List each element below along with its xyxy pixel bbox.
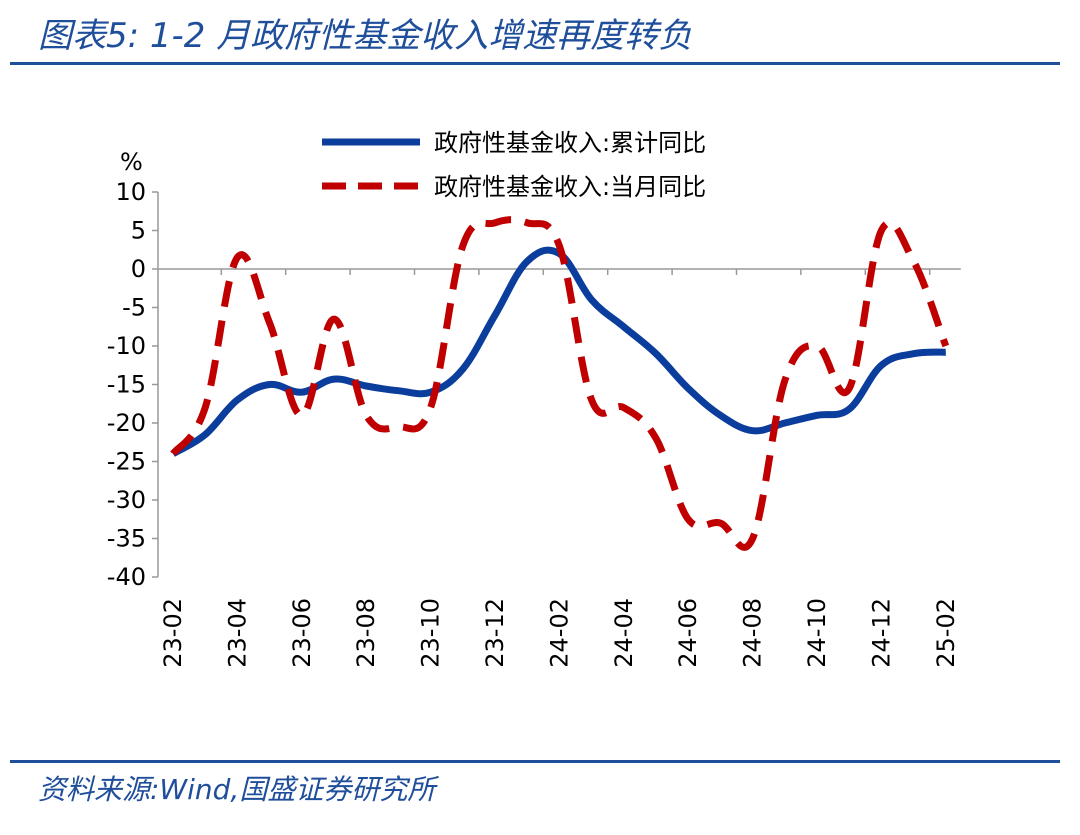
legend-label-cumulative: 政府性基金收入:累计同比 [434,129,706,157]
y-tick-label: -35 [107,525,146,553]
x-tick-label: 24-06 [674,598,702,668]
x-tick-label: 24-02 [545,598,573,668]
series-cumulative-yoy-line [171,246,946,457]
x-tick-label: 25-02 [932,598,960,668]
x-tick-label: 24-04 [610,598,638,668]
y-tick-label: 0 [131,255,146,283]
x-tick-label: 23-06 [288,598,316,668]
y-tick-label: 5 [131,217,146,245]
chart-axes: 10 5 0 -5 -10 -15 -20 -25 -30 -35 -40% 23-02 23-04 23… [107,148,961,668]
x-tick-label: 23-08 [352,598,380,668]
series-monthly-yoy-line [170,216,950,551]
y-tick-label: -40 [107,563,146,591]
chart-title: 图表5: 1-2 月政府性基金收入增速再度转负 [38,16,693,56]
x-tick-label: 23-02 [159,598,187,668]
y-tick-label: -10 [107,332,146,360]
source-note: 资料来源:Wind,国盛证券研究所 [38,773,436,806]
y-tick-label: -30 [107,486,146,514]
chart-series [170,216,950,551]
x-tick-label: 24-12 [867,598,895,668]
y-tick-label: 10 [115,178,146,206]
y-tick-label: -15 [107,371,146,399]
legend-label-monthly: 政府性基金收入:当月同比 [434,173,706,201]
y-tick-label: -20 [107,409,146,437]
y-tick-label: -5 [122,294,146,322]
x-tick-label: 23-12 [481,598,509,668]
x-tick-label: 23-10 [417,598,445,668]
bottom-rule [10,760,1060,763]
x-tick-label: 24-08 [739,598,767,668]
y-axis-unit: % [120,148,143,176]
y-tick-label: -25 [107,448,146,476]
top-rule [10,62,1060,65]
x-tick-label: 23-04 [223,598,251,668]
x-tick-label: 24-10 [803,598,831,668]
